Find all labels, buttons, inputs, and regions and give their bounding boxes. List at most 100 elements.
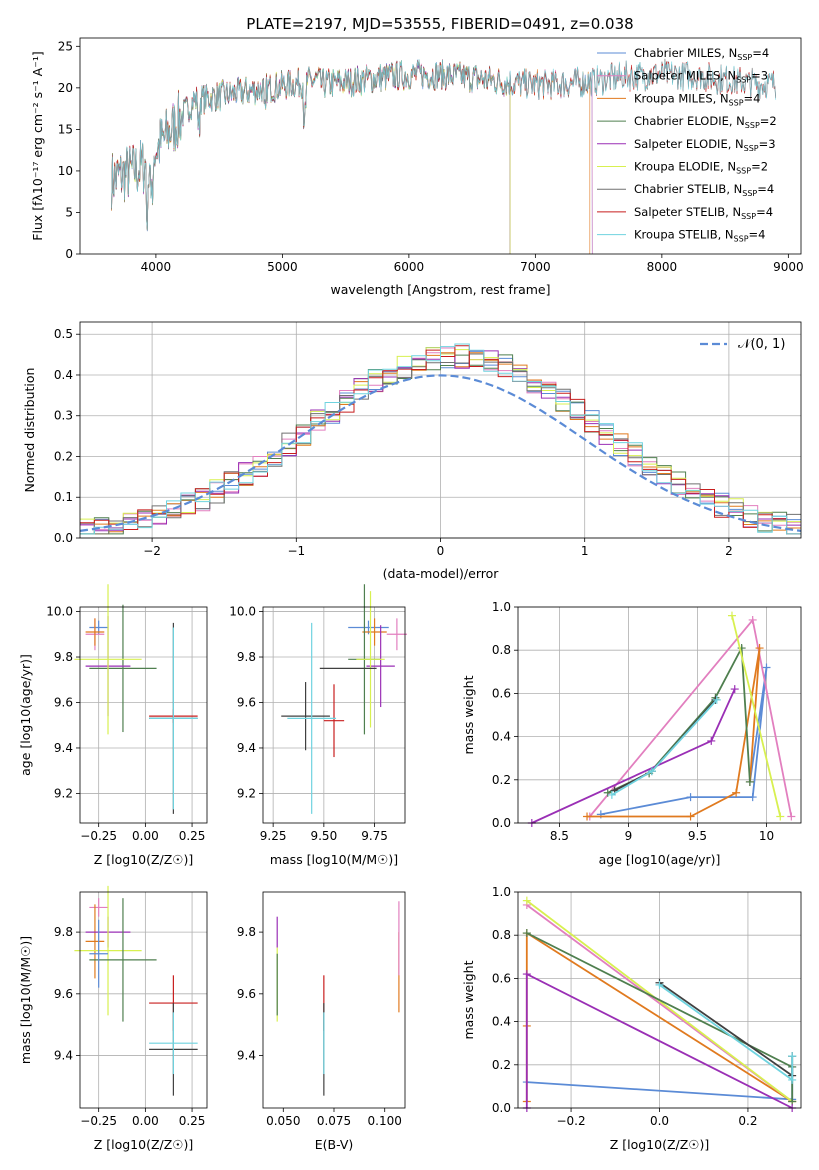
cumulative-marker xyxy=(732,788,741,797)
errorbar-point xyxy=(362,618,387,646)
y-tick-label: 10.0 xyxy=(229,605,256,619)
errorbar-point xyxy=(89,604,157,733)
y-tick-label: 0.0 xyxy=(492,1101,511,1115)
x-axis-label: Z [log10(Z/Z☉)] xyxy=(94,1137,194,1152)
y-tick-label: 0.2 xyxy=(492,773,511,787)
y-tick-label: 25 xyxy=(58,39,73,53)
cumulative-marker xyxy=(776,812,785,821)
y-tick-label: 9.4 xyxy=(54,1049,73,1063)
y-tick-label: 9.4 xyxy=(237,741,256,755)
y-tick-label: 9.6 xyxy=(237,695,256,709)
x-tick-label: 4000 xyxy=(141,260,172,274)
histogram-series xyxy=(80,343,801,535)
errorbar-point xyxy=(89,919,109,988)
x-tick-label: 5000 xyxy=(267,260,298,274)
y-tick-label: 9.4 xyxy=(237,1049,256,1063)
cumulative-marker xyxy=(686,793,695,802)
y-tick-label: 5 xyxy=(65,205,73,219)
axes-mass_vs_Z: −0.25 0.00 0.25 9.4 9.6 9.8 xyxy=(54,892,207,1128)
x-axis-label: E(B-V) xyxy=(315,1137,354,1152)
legend-entry: Kroupa MILES, NSSP=4 xyxy=(634,91,760,107)
errorbar-point xyxy=(281,682,330,751)
x-axis-label: Z [log10(Z/Z☉)] xyxy=(610,1137,710,1152)
cumulative-marker xyxy=(522,896,531,905)
y-tick-label: 0.3 xyxy=(54,409,73,423)
cumulative-marker xyxy=(748,615,757,624)
axes-frame xyxy=(79,606,208,824)
y-tick-label: 0.0 xyxy=(54,531,73,545)
y-tick-label: 0.5 xyxy=(54,327,73,341)
errorbar-point xyxy=(149,1012,198,1075)
x-tick-label: 9.5 xyxy=(688,829,707,843)
cumulative-marker xyxy=(727,611,736,620)
errorbar-series xyxy=(74,885,198,1096)
y-tick-label: 0.4 xyxy=(492,1015,511,1029)
axes-age_vs_mass: 9.25 9.50 9.75 9.2 9.4 9.6 9.8 10.0 xyxy=(229,605,405,843)
axes-spectrum: 4000 5000 6000 7000 8000 9000 0 5 10 15 20 25 xyxy=(58,39,804,274)
y-tick-label: 9.8 xyxy=(54,650,73,664)
errorbar-series xyxy=(276,901,400,1096)
y-tick-label: 9.8 xyxy=(237,650,256,664)
cumulative-line xyxy=(731,615,782,817)
x-tick-label: 0.075 xyxy=(317,1114,351,1128)
errorbar-point xyxy=(74,885,142,1016)
x-tick-label: 10 xyxy=(759,829,774,843)
errorbar-point xyxy=(89,898,157,1022)
cumulative-marker xyxy=(707,736,716,745)
y-axis-label: Normed distribution xyxy=(22,368,37,493)
y-tick-label: 9.2 xyxy=(54,786,73,800)
figure-title: PLATE=2197, MJD=53555, FIBERID=0491, z=0… xyxy=(246,15,633,33)
y-tick-label: 9.4 xyxy=(54,741,73,755)
y-tick-label: 1.0 xyxy=(492,600,511,614)
legend-entry: Salpeter MILES, NSSP=3 xyxy=(634,69,768,85)
x-tick-label: 1 xyxy=(581,544,589,558)
cumulative-marker xyxy=(607,790,616,799)
cumulative-marker xyxy=(522,970,531,979)
legend-entry: Chabrier STELIB, NSSP=4 xyxy=(634,182,774,198)
y-tick-label: 9.2 xyxy=(237,786,256,800)
y-tick-label: 0.0 xyxy=(492,816,511,830)
cumulative-marker xyxy=(788,1075,797,1084)
errorbar-point xyxy=(356,591,385,728)
cumulative-marker xyxy=(583,812,592,821)
errorbar-point xyxy=(287,622,337,814)
y-tick-label: 9.8 xyxy=(54,925,73,939)
y-tick-label: 0.6 xyxy=(492,971,511,985)
y-axis-label: mass weight xyxy=(461,675,476,754)
x-tick-label: −1 xyxy=(287,544,305,558)
cumulative-marker xyxy=(686,812,695,821)
y-tick-label: 10.0 xyxy=(46,605,73,619)
x-tick-label: 9 xyxy=(625,829,633,843)
x-tick-label: −0.2 xyxy=(556,1114,585,1128)
y-tick-label: 9.6 xyxy=(54,987,73,1001)
x-axis-label: Z [log10(Z/Z☉)] xyxy=(94,852,194,867)
y-tick-label: 9.8 xyxy=(237,925,256,939)
cumulative-marker xyxy=(712,695,721,704)
errorbar-series xyxy=(281,584,408,814)
spectrum-series xyxy=(111,58,777,255)
cumulative-marker xyxy=(788,1052,797,1061)
axes-frame xyxy=(262,606,406,824)
errorbar-point xyxy=(85,618,105,646)
legend-entry: Chabrier MILES, NSSP=4 xyxy=(634,46,769,62)
x-tick-label: 7000 xyxy=(520,260,551,274)
cumulative-marker xyxy=(762,663,771,672)
cumulative-marker xyxy=(787,812,796,821)
y-tick-label: 15 xyxy=(58,122,73,136)
cumulative-marker xyxy=(603,788,612,797)
x-tick-label: 9000 xyxy=(773,260,804,274)
cumulative-marker xyxy=(748,793,757,802)
axes-frame xyxy=(79,891,208,1109)
x-tick-label: 0.100 xyxy=(368,1114,402,1128)
cumulative-marker xyxy=(522,929,531,938)
axes-frame xyxy=(517,891,802,1109)
spectrum-legend: Chabrier MILES, NSSP=4 Salpeter MILES, NS… xyxy=(597,46,777,244)
cumulative-marker xyxy=(647,767,656,776)
x-tick-label: 6000 xyxy=(394,260,425,274)
x-tick-label: 0.25 xyxy=(179,829,206,843)
y-tick-label: 0.8 xyxy=(492,643,511,657)
cumulative-series xyxy=(522,896,797,1112)
legend-entry: Salpeter STELIB, NSSP=4 xyxy=(634,205,773,221)
x-tick-label: −2 xyxy=(143,544,161,558)
